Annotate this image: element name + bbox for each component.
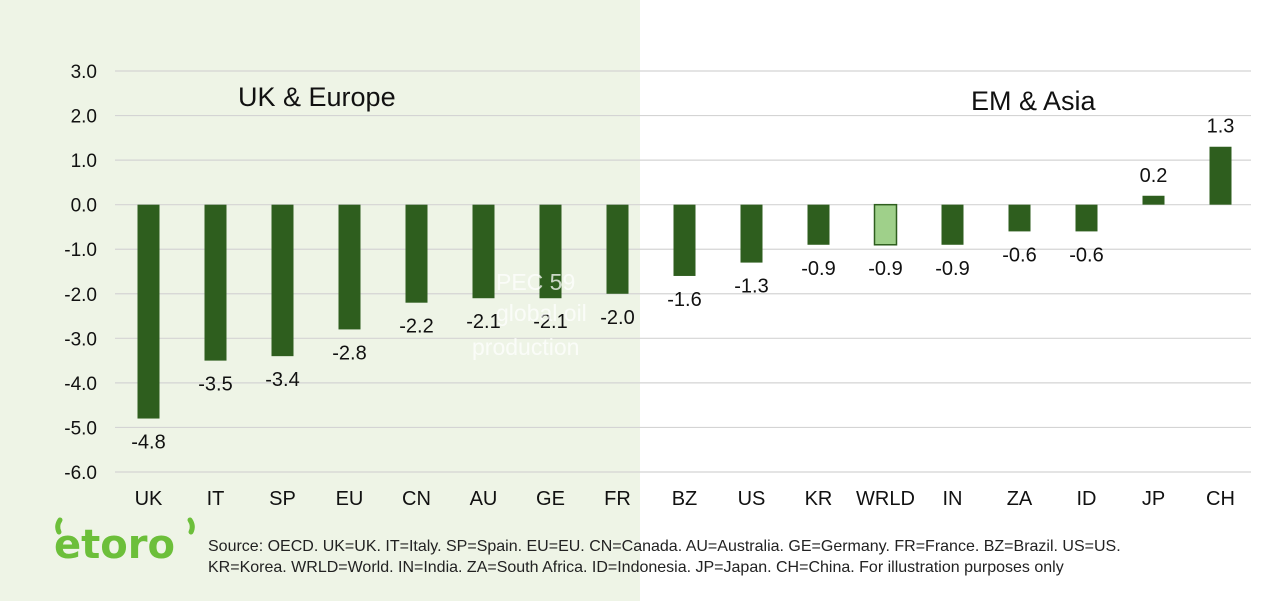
bar-sp [271, 204, 294, 357]
data-label-uk: -4.8 [131, 432, 165, 454]
source-note-line-2: KR=Korea. WRLD=World. IN=India. ZA=South… [208, 559, 1064, 576]
bar-au [472, 204, 495, 299]
watermark: PEC 59 global oil production [472, 269, 587, 360]
bar-uk [137, 204, 160, 419]
x-tick-label-au: AU [470, 488, 498, 510]
data-label-eu: -2.8 [332, 342, 366, 364]
x-tick-label-us: US [738, 488, 766, 510]
x-tick-label-bz: BZ [672, 488, 698, 510]
y-tick-label: 1.0 [71, 151, 97, 172]
bar-us [740, 204, 763, 263]
data-label-fr: -2.0 [600, 307, 634, 329]
bar-kr [807, 204, 830, 245]
logo-text: etoro [54, 522, 175, 564]
y-tick-label: 2.0 [71, 107, 97, 128]
x-tick-label-uk: UK [135, 488, 163, 510]
data-labels: -4.8 -3.5 -3.4 -2.8 -2.2 -2.1 -2.1 -2.0 -1.6 -1.3… [131, 116, 1234, 454]
watermark-line-2: global oil [496, 300, 587, 326]
europe-region-background [0, 0, 640, 601]
x-tick-label-kr: KR [805, 488, 833, 510]
data-label-bz: -1.6 [667, 289, 701, 311]
bar-fr [606, 204, 629, 294]
x-tick-label-id: ID [1077, 488, 1097, 510]
data-label-sp: -3.4 [265, 369, 299, 391]
y-axis-ticks: 3.0 2.0 1.0 0.0 -1.0 -2.0 -3.0 -4.0 -5.0 -6.0 [64, 62, 97, 484]
x-tick-label-wrld: WRLD [856, 488, 915, 510]
x-tick-label-fr: FR [604, 488, 631, 510]
etoro-logo: etoro [50, 512, 200, 569]
bar-za [1008, 204, 1031, 232]
y-tick-label: 3.0 [71, 62, 97, 83]
bar-wrld [873, 203, 898, 246]
bar-cn [405, 204, 428, 303]
bars [137, 146, 1232, 419]
data-label-jp: 0.2 [1140, 165, 1168, 187]
data-label-kr: -0.9 [801, 258, 835, 280]
x-tick-label-it: IT [207, 488, 225, 510]
data-label-cn: -2.2 [399, 316, 433, 338]
data-label-au: -2.1 [466, 311, 500, 333]
data-label-ch: 1.3 [1207, 116, 1235, 138]
x-axis-ticks: UK IT SP EU CN AU GE FR BZ US KR WRLD IN ZA ID JP CH [135, 488, 1235, 510]
bar-jp [1142, 195, 1165, 205]
x-tick-label-sp: SP [269, 488, 296, 510]
x-tick-label-cn: CN [402, 488, 431, 510]
bar-in [941, 204, 964, 245]
x-tick-label-ge: GE [536, 488, 565, 510]
y-tick-label: -3.0 [64, 329, 97, 350]
data-label-it: -3.5 [198, 374, 232, 396]
region-label-asia: EM & Asia [971, 86, 1097, 116]
x-tick-label-eu: EU [336, 488, 364, 510]
x-tick-label-ch: CH [1206, 488, 1235, 510]
data-label-us: -1.3 [734, 276, 768, 298]
watermark-line-1: PEC 59 [496, 269, 575, 295]
data-label-wrld: -0.9 [868, 258, 902, 280]
y-tick-label: 0.0 [71, 196, 97, 217]
y-tick-label: -2.0 [64, 285, 97, 306]
bar-it [204, 204, 227, 361]
region-label-europe: UK & Europe [238, 82, 396, 112]
data-label-in: -0.9 [935, 258, 969, 280]
data-label-ge: -2.1 [533, 311, 567, 333]
y-tick-label: -5.0 [64, 418, 97, 439]
bar-ch [1209, 146, 1232, 205]
x-tick-label-jp: JP [1142, 488, 1165, 510]
bar-bz [673, 204, 696, 276]
gridlines [115, 70, 1251, 473]
bar-eu [338, 204, 361, 330]
y-tick-label: -1.0 [64, 240, 97, 261]
x-tick-label-za: ZA [1007, 488, 1033, 510]
watermark-line-3: production [472, 334, 579, 360]
source-note-line-1: Source: OECD. UK=UK. IT=Italy. SP=Spain.… [208, 538, 1121, 555]
y-tick-label: -6.0 [64, 463, 97, 484]
y-tick-label: -4.0 [64, 374, 97, 395]
data-label-za: -0.6 [1002, 244, 1036, 266]
bar-id [1075, 204, 1098, 232]
bar-ge [539, 204, 562, 299]
x-tick-label-in: IN [943, 488, 963, 510]
data-label-id: -0.6 [1069, 244, 1103, 266]
source-note: Source: OECD. UK=UK. IT=Italy. SP=Spain.… [208, 536, 1268, 578]
